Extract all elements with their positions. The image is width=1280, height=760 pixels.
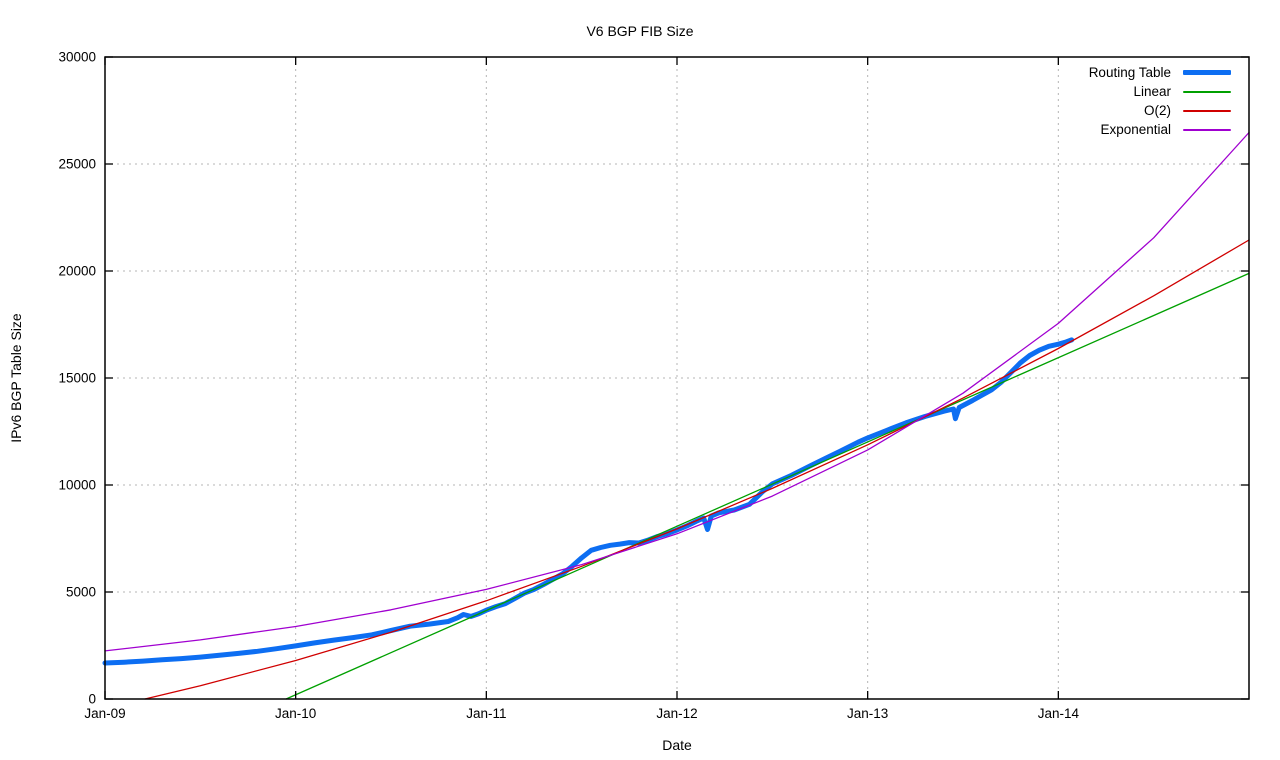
y-tick-label: 20000	[58, 264, 96, 279]
x-tick-label: Jan-09	[84, 706, 125, 721]
legend-label: Exponential	[1100, 122, 1171, 137]
legend-swatch	[1183, 90, 1231, 93]
y-tick-label: 10000	[58, 478, 96, 493]
y-tick-label: 5000	[66, 585, 96, 600]
legend-item-linear: Linear	[1089, 82, 1231, 101]
legend: Routing Table Linear O(2) Exponential	[1089, 63, 1231, 139]
series-line-linear	[285, 272, 1250, 700]
x-tick-label: Jan-12	[656, 706, 697, 721]
y-tick-label: 0	[88, 692, 96, 707]
x-tick-label: Jan-10	[275, 706, 316, 721]
legend-swatch	[1183, 109, 1231, 112]
x-axis-label: Date	[662, 737, 692, 753]
legend-swatch	[1183, 128, 1231, 131]
series-line-exponential	[104, 131, 1250, 652]
y-tick-label: 30000	[58, 50, 96, 65]
series-line-routing-table	[102, 337, 1075, 666]
series-line-o-2-	[144, 239, 1250, 700]
legend-label: O(2)	[1144, 103, 1171, 118]
legend-swatch	[1183, 70, 1231, 75]
legend-item-o-2-: O(2)	[1089, 101, 1231, 120]
legend-label: Linear	[1133, 84, 1171, 99]
legend-label: Routing Table	[1088, 65, 1171, 80]
y-tick-label: 15000	[58, 371, 96, 386]
x-tick-label: Jan-14	[1038, 706, 1080, 721]
legend-item-routing-table: Routing Table	[1089, 63, 1231, 82]
x-tick-label: Jan-11	[466, 706, 506, 721]
legend-item-exponential: Exponential	[1089, 120, 1231, 139]
chart-title: V6 BGP FIB Size	[586, 23, 694, 39]
x-tick-label: Jan-13	[847, 706, 888, 721]
y-tick-label: 25000	[58, 157, 96, 172]
